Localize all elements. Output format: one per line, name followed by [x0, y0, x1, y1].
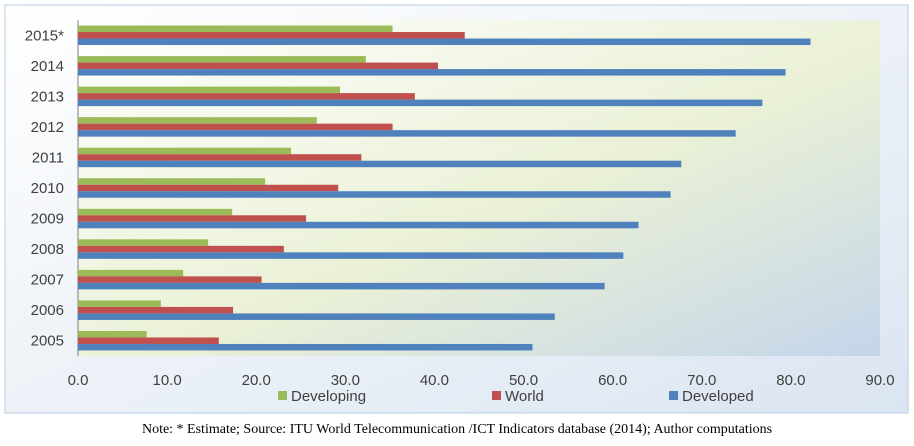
bar-developing-2013: [78, 86, 340, 94]
bars-group: [78, 25, 811, 351]
bar-developed-2010: [78, 191, 671, 198]
bar-developing-2006: [78, 300, 161, 307]
bar-developed-2015: [78, 38, 811, 46]
y-tick-label: 2013: [31, 88, 64, 105]
legend-swatch-world: [492, 391, 501, 400]
y-tick-label: 2011: [32, 149, 64, 166]
legend-label-developed: Developed: [682, 388, 754, 405]
x-tick-label: 50.0: [509, 372, 538, 389]
bar-world-2005: [78, 337, 219, 344]
bar-world-2009: [78, 215, 307, 222]
y-tick-label: 2009: [31, 211, 64, 228]
bar-developing-2010: [78, 178, 266, 185]
y-tick-label: 2005: [31, 333, 64, 350]
bar-world-2012: [78, 123, 393, 131]
bar-developed-2008: [78, 252, 624, 259]
bar-world-2008: [78, 245, 284, 253]
y-tick-labels: 2005 2006 2007 2008 2009 2010 2011 2012 2013 2014…: [25, 27, 64, 349]
bar-developed-2005: [78, 343, 533, 351]
bar-developed-2011: [78, 160, 682, 168]
bar-developed-2009: [78, 221, 639, 229]
bar-developed-2006: [78, 313, 555, 320]
x-tick-labels: 0.0 10.0 20.0 30.0 40.0 50.0 60.0 70.0 80.0 90.0: [68, 372, 895, 389]
bar-world-2010: [78, 184, 339, 192]
y-tick-label: 2014: [31, 58, 64, 75]
bar-developing-2007: [78, 269, 184, 277]
bar-developed-2012: [78, 130, 736, 137]
y-tick-label: 2007: [31, 272, 64, 289]
y-tick-label: 2006: [31, 302, 64, 319]
y-tick-label: 2012: [31, 119, 64, 136]
bar-world-2015: [78, 32, 465, 39]
x-tick-label: 90.0: [865, 372, 894, 389]
x-tick-label: 10.0: [153, 372, 182, 389]
bar-world-2006: [78, 306, 234, 314]
legend-label-world: World: [505, 388, 544, 405]
bar-developed-2007: [78, 282, 605, 290]
x-tick-label: 30.0: [331, 372, 360, 389]
bar-developing-2015: [78, 25, 393, 33]
source-note: Note: * Estimate; Source: ITU World Tele…: [141, 422, 773, 437]
y-tick-label: 2010: [31, 180, 64, 197]
x-tick-label: 60.0: [598, 372, 627, 389]
x-tick-label: 40.0: [420, 372, 449, 389]
bar-world-2007: [78, 276, 262, 283]
bar-developing-2009: [78, 208, 233, 216]
bar-world-2011: [78, 154, 362, 161]
bar-developing-2008: [78, 239, 209, 246]
legend-label-developing: Developing: [291, 388, 366, 405]
x-tick-label: 70.0: [687, 372, 716, 389]
bar-developed-2013: [78, 99, 763, 107]
x-tick-label: 0.0: [68, 372, 89, 389]
y-tick-label: 2015*: [25, 27, 64, 44]
x-tick-label: 20.0: [242, 372, 271, 389]
bar-world-2013: [78, 93, 415, 100]
bar-developed-2014: [78, 69, 786, 76]
bar-developing-2005: [78, 330, 147, 338]
bar-developing-2014: [78, 56, 366, 63]
bar-developing-2012: [78, 117, 317, 124]
x-tick-label: 80.0: [776, 372, 805, 389]
legend-swatch-developing: [278, 391, 287, 400]
y-tick-label: 2008: [31, 241, 64, 258]
legend-swatch-developed: [669, 391, 678, 400]
legend: Developing World Developed: [278, 388, 754, 405]
bar-world-2014: [78, 62, 439, 70]
bar-developing-2011: [78, 147, 291, 155]
